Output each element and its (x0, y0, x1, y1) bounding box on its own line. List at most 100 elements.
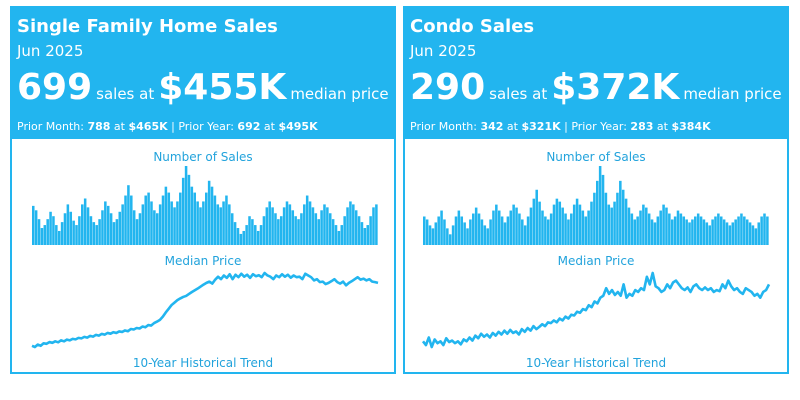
sales-bar (535, 189, 538, 245)
sales-bar (593, 192, 596, 245)
sales-bar (760, 216, 763, 245)
sales-bar (40, 228, 44, 245)
sales-bar (187, 174, 191, 245)
sales-bar (363, 228, 367, 245)
sales-bar (682, 216, 686, 245)
sales-bar (503, 222, 507, 245)
sales-bar (544, 216, 547, 245)
sales-bar (751, 225, 755, 245)
sales-bar (317, 219, 320, 245)
trend-chart-svg: Number of Sales Median Price 10-Year His… (421, 150, 771, 370)
sales-bar (532, 198, 536, 245)
price-chart-title: Median Price (558, 254, 635, 268)
sales-bar (523, 225, 527, 245)
sales-bar (323, 204, 326, 245)
sales-bar (653, 222, 657, 245)
sales-bar (745, 219, 749, 245)
sales-bar (294, 216, 297, 245)
sales-bar (734, 219, 737, 245)
sales-bar (52, 216, 55, 245)
sales-bar (451, 225, 455, 245)
sales-bar (158, 204, 162, 245)
sales-bar (696, 213, 700, 245)
sales-bar (472, 213, 475, 245)
sales-bar (616, 192, 619, 245)
sales-bar (127, 185, 130, 245)
median-price: $372K (551, 67, 680, 108)
sales-bar (236, 228, 240, 245)
prior-month-price: $321K (521, 120, 561, 133)
sales-bar (83, 198, 87, 245)
sales-bar (621, 189, 625, 245)
sales-bar (72, 220, 75, 245)
sales-bar (619, 180, 622, 245)
sales-bar (558, 201, 562, 245)
headline-stats: 699 sales at $455K median price (17, 70, 393, 116)
sales-bar (213, 195, 217, 245)
sales-bar (489, 219, 492, 245)
single-family-card: Single Family Home Sales Jun 2025 699 sa… (10, 6, 396, 374)
prior-year-label: Prior Year: (178, 120, 234, 133)
sales-bar (483, 225, 487, 245)
sales-label: sales at (96, 85, 155, 103)
sales-bar (167, 192, 171, 245)
sales-bar (757, 222, 760, 245)
sales-bar (328, 213, 332, 245)
sales-bar (81, 204, 84, 245)
sales-bar (305, 195, 309, 245)
sales-bar (497, 210, 501, 245)
sales-bar (546, 219, 550, 245)
sales-bar (360, 222, 364, 245)
sales-bar (225, 195, 228, 245)
sales-bar (331, 219, 335, 245)
sales-bar (567, 219, 570, 245)
sales-bar (92, 222, 96, 245)
at-text: at (113, 120, 125, 133)
sales-bar (607, 204, 611, 245)
prior-month-sales: 788 (87, 120, 111, 133)
sales-bar (375, 204, 378, 245)
sales-bar (285, 201, 289, 245)
condo-card: Condo Sales Jun 2025 290 sales at $372K … (403, 6, 789, 374)
sales-bar (155, 213, 159, 245)
sales-bar (705, 222, 709, 245)
sales-bar (372, 207, 375, 245)
sales-bar (184, 166, 188, 245)
sales-bar (590, 201, 593, 245)
sales-bar (34, 210, 38, 245)
sales-bar (314, 213, 318, 245)
sales-bar (271, 207, 274, 245)
sales-bar (443, 219, 446, 245)
prior-month-sales: 342 (480, 120, 504, 133)
sales-bar (228, 204, 231, 245)
sales-bar (230, 213, 234, 245)
sales-bar (57, 230, 61, 245)
sales-bar (124, 195, 127, 245)
sales-bar (526, 216, 530, 245)
sales-bar (202, 201, 205, 245)
prior-month-label: Prior Month: (410, 120, 477, 133)
sales-bar (193, 192, 196, 245)
price-chart-title: Median Price (165, 254, 242, 268)
sales-bar (725, 222, 729, 245)
median-price-line (31, 271, 379, 349)
sales-bar (326, 207, 329, 245)
sales-bar (633, 219, 637, 245)
sales-bar (610, 207, 613, 245)
sales-bar (179, 192, 182, 245)
sales-bar (242, 230, 246, 245)
sales-bar (98, 219, 101, 245)
sales-bar (349, 201, 352, 245)
sales-bar (37, 219, 41, 245)
sales-bar (366, 225, 369, 245)
sales-bar (518, 213, 521, 245)
sales-bar (515, 207, 518, 245)
sales-bar (578, 204, 582, 245)
sales-bar (268, 201, 271, 245)
sales-bar (288, 204, 292, 245)
sales-bar (500, 216, 504, 245)
prior-comparison: Prior Month: 788 at $465K | Prior Year: … (17, 120, 318, 133)
sales-bar (115, 219, 119, 245)
sales-bar (469, 219, 472, 245)
sales-chart-title: Number of Sales (546, 150, 645, 164)
